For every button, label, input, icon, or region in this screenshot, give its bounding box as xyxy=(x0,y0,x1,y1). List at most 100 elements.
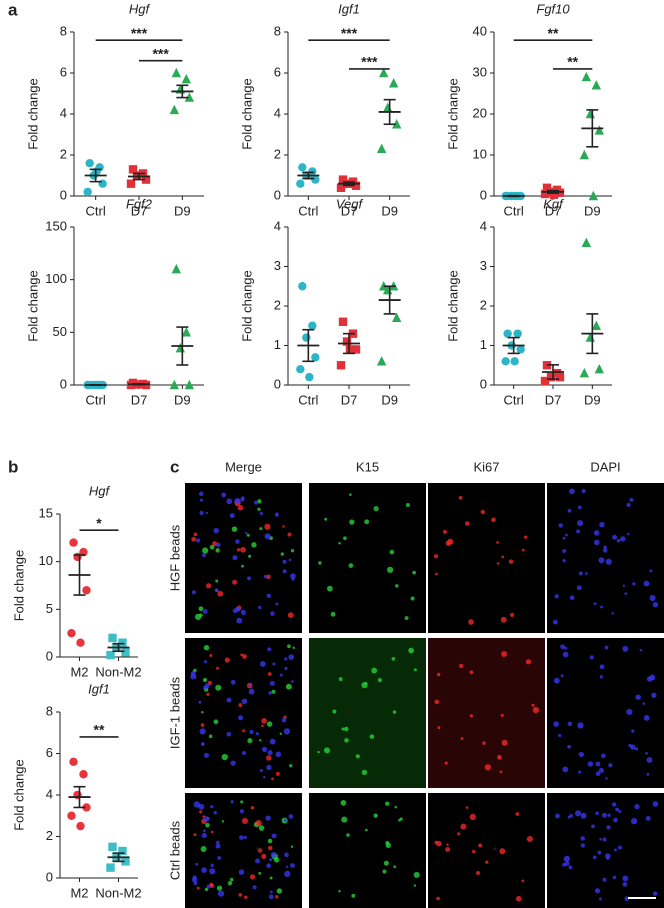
cell xyxy=(242,654,247,659)
cell xyxy=(204,887,209,892)
cell xyxy=(217,590,224,597)
data-point xyxy=(311,353,320,362)
cell xyxy=(268,845,273,851)
cell xyxy=(215,684,222,691)
cell xyxy=(241,564,244,568)
cell xyxy=(285,865,289,869)
panel-label: b xyxy=(8,457,18,476)
column-header: Ki67 xyxy=(473,459,499,474)
cell xyxy=(221,753,228,761)
cell xyxy=(259,768,263,773)
cell xyxy=(249,683,253,687)
cell xyxy=(457,832,461,836)
cell xyxy=(193,801,200,808)
cell xyxy=(330,611,336,617)
y-tick-label: 40 xyxy=(473,23,487,38)
cell xyxy=(445,846,451,853)
cell xyxy=(459,663,464,669)
cell xyxy=(592,855,597,860)
data-point xyxy=(302,333,311,342)
cell xyxy=(365,828,368,832)
significance-label: *** xyxy=(361,54,378,70)
cell xyxy=(255,732,259,736)
cell xyxy=(269,680,275,686)
cell xyxy=(272,662,276,666)
cell xyxy=(652,891,658,896)
cell xyxy=(268,894,274,900)
cell xyxy=(270,611,275,616)
x-tick-label: M2 xyxy=(70,664,88,679)
data-point xyxy=(581,71,592,82)
cell xyxy=(292,646,296,650)
data-point xyxy=(540,376,550,386)
cell xyxy=(270,890,273,894)
cell xyxy=(496,562,500,565)
cell xyxy=(236,548,241,552)
y-tick-label: 0 xyxy=(60,187,67,202)
cell xyxy=(351,893,356,898)
cell xyxy=(562,548,567,553)
asterisk: * xyxy=(493,844,498,858)
cell xyxy=(248,688,255,695)
cell xyxy=(602,837,607,842)
cell xyxy=(436,896,440,901)
cell xyxy=(343,536,347,541)
chart-title: Vegf xyxy=(336,196,364,211)
cell xyxy=(199,728,206,735)
cell xyxy=(469,714,473,718)
cell xyxy=(199,613,203,617)
cell xyxy=(198,491,204,497)
data-point xyxy=(106,863,115,872)
significance-label: *** xyxy=(341,25,358,41)
significance-label: *** xyxy=(131,25,148,41)
cell xyxy=(266,593,272,599)
cell xyxy=(215,548,220,553)
cell xyxy=(386,566,394,573)
cell xyxy=(652,801,659,807)
y-tick-label: 0 xyxy=(274,187,281,202)
cell xyxy=(576,585,582,591)
x-tick-label: D7 xyxy=(131,203,148,218)
cell xyxy=(501,555,505,559)
chart-title: Fgf10 xyxy=(536,1,570,16)
micrograph xyxy=(185,483,302,633)
cell xyxy=(564,861,570,866)
cell xyxy=(201,711,204,714)
cell xyxy=(287,644,291,649)
cell xyxy=(630,818,638,825)
data-point xyxy=(540,189,550,199)
cell xyxy=(624,592,628,595)
cell xyxy=(442,529,447,534)
x-tick-label: D9 xyxy=(584,203,601,218)
cell xyxy=(191,536,197,542)
cell xyxy=(500,616,507,623)
cell xyxy=(283,728,291,735)
y-tick-label: 6 xyxy=(60,64,67,79)
x-tick-label: Non-M2 xyxy=(95,664,141,679)
cell xyxy=(405,503,410,508)
cell xyxy=(240,497,245,502)
cell xyxy=(587,761,594,767)
micrograph xyxy=(547,483,664,633)
cell xyxy=(589,655,594,660)
cell xyxy=(634,804,640,810)
data-point xyxy=(118,638,127,647)
data-point xyxy=(82,586,91,595)
y-tick-label: 3 xyxy=(480,258,487,273)
y-tick-label: 2 xyxy=(274,297,281,312)
cell xyxy=(349,519,355,525)
x-tick-label: Ctrl xyxy=(504,203,524,218)
cell xyxy=(340,800,347,806)
data-point xyxy=(73,552,82,562)
y-tick-label: 30 xyxy=(473,64,487,79)
cell xyxy=(577,505,582,510)
data-point xyxy=(83,187,92,197)
cell xyxy=(391,657,396,661)
y-tick-label: 1 xyxy=(480,337,487,352)
panel-label: c xyxy=(170,457,179,476)
cell xyxy=(606,825,611,830)
cell xyxy=(261,718,267,724)
cell xyxy=(210,805,214,809)
cell xyxy=(634,747,639,751)
cell xyxy=(469,670,474,675)
